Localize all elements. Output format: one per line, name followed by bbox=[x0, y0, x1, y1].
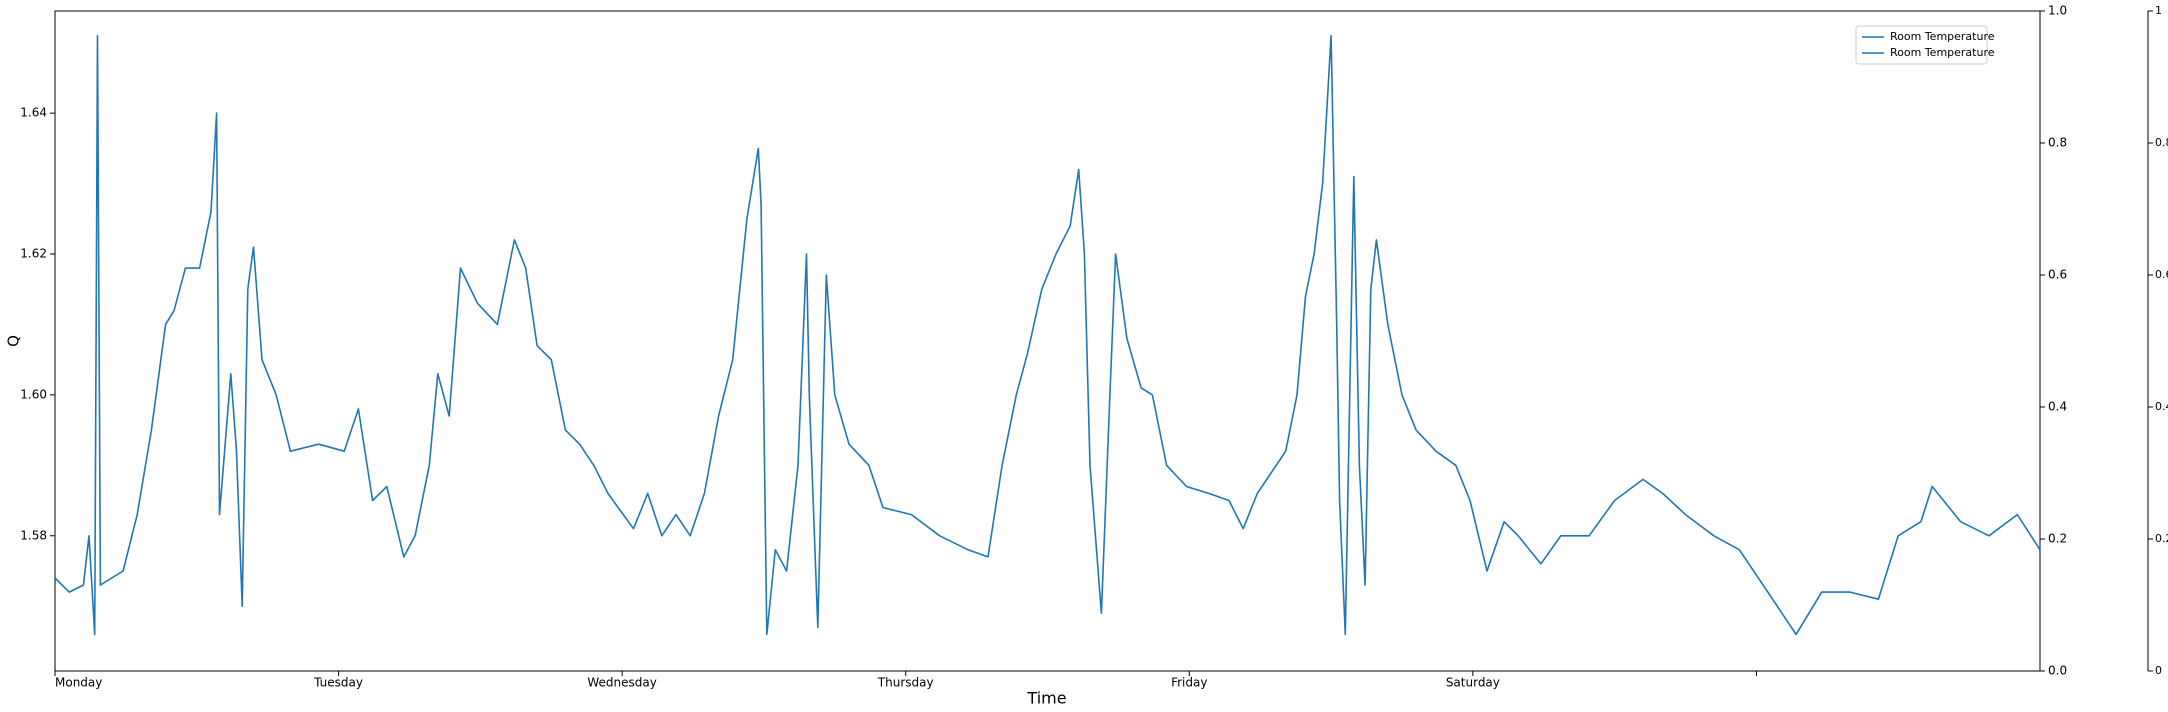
legend-label: Room Temperature bbox=[1890, 30, 1995, 43]
y2-tick-label: 1.0 bbox=[2048, 4, 2067, 18]
x-axis-label: Time bbox=[1026, 689, 1066, 708]
x-tick-label: Thursday bbox=[877, 676, 934, 690]
legend-label: Room Temperature bbox=[1890, 46, 1995, 59]
plot-frame bbox=[54, 10, 2041, 672]
y-tick-label: 1.62 bbox=[20, 247, 47, 261]
y2-tick-label: 0.2 bbox=[2048, 532, 2067, 546]
x-tick-label: Friday bbox=[1171, 676, 1207, 690]
data-line bbox=[54, 34, 2041, 636]
legend-box bbox=[1855, 25, 1988, 65]
y2-tick-label: 0.0 bbox=[2048, 664, 2067, 678]
y-tick-label: 1.58 bbox=[20, 528, 47, 542]
y3-tick-label: 0.2 bbox=[2155, 532, 2168, 545]
y-axis-label: Q bbox=[5, 335, 23, 347]
x-tick-label: Monday bbox=[55, 676, 102, 690]
y3-tick-label: 0.4 bbox=[2155, 400, 2168, 413]
y2-tick-label: 0.8 bbox=[2048, 136, 2067, 150]
x-tick-label: Wednesday bbox=[587, 676, 656, 690]
y2-tick-label: 0.4 bbox=[2048, 400, 2067, 414]
y-tick-label: 1.64 bbox=[20, 106, 47, 120]
y2-tick-label: 0.6 bbox=[2048, 268, 2067, 282]
y3-tick-label: 0.6 bbox=[2155, 268, 2168, 281]
y3-tick-label: 0.8 bbox=[2155, 136, 2168, 149]
x-tick-label: Tuesday bbox=[313, 676, 363, 690]
x-tick-label: Saturday bbox=[1446, 676, 1500, 690]
y3-tick-label: 0 bbox=[2155, 664, 2162, 677]
y3-tick-label: 1 bbox=[2155, 4, 2162, 17]
y-tick-label: 1.60 bbox=[20, 387, 47, 401]
